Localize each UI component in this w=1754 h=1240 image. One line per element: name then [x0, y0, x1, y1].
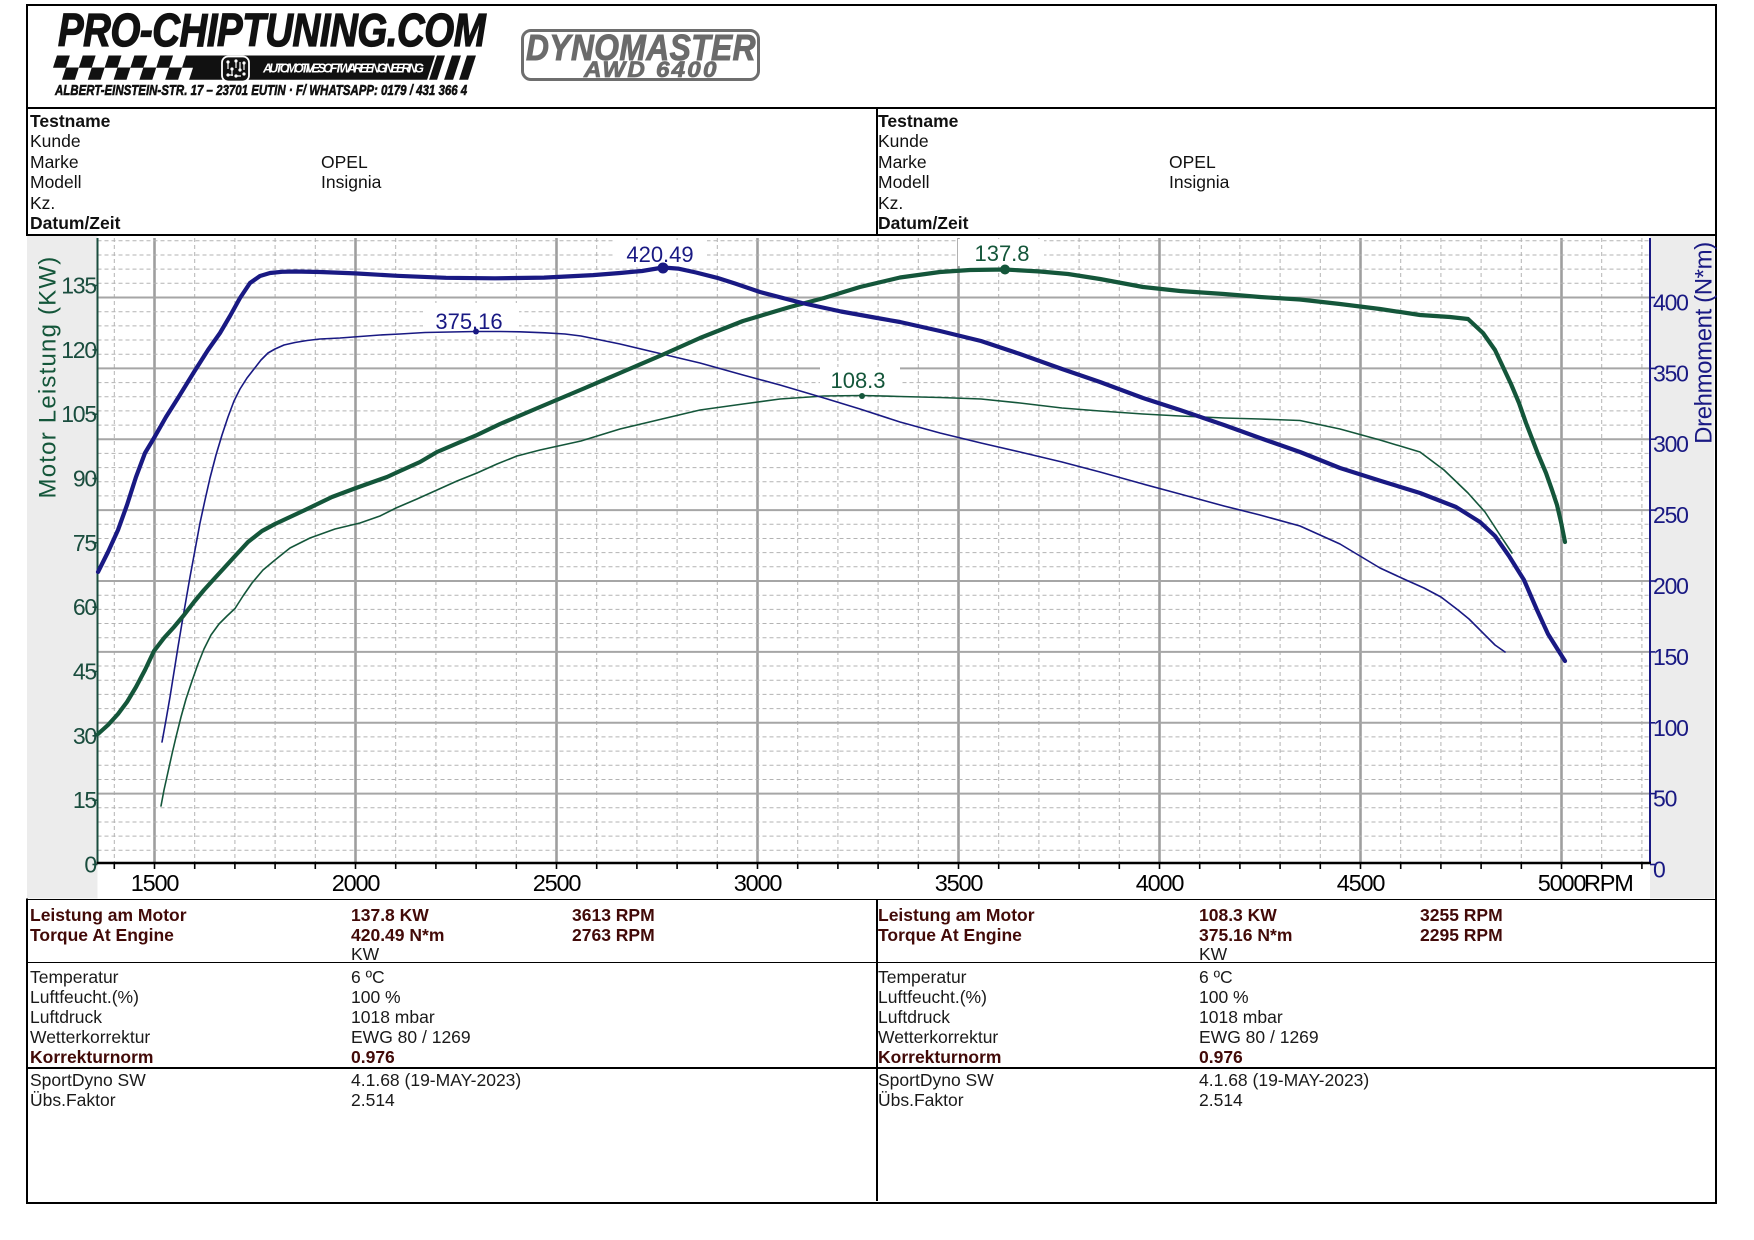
svg-text:135: 135	[61, 273, 96, 299]
svg-text:1500: 1500	[131, 870, 180, 896]
svg-text:120: 120	[61, 337, 96, 363]
svg-text:4500: 4500	[1337, 870, 1386, 896]
svg-text:375.16: 375.16	[435, 309, 502, 334]
svg-text:137.8: 137.8	[974, 241, 1029, 266]
svg-text:300: 300	[1653, 431, 1688, 457]
svg-text:0: 0	[84, 852, 96, 878]
svg-text:45: 45	[73, 659, 97, 685]
svg-text:30: 30	[73, 723, 97, 749]
svg-text:100: 100	[1653, 715, 1688, 741]
svg-text:Motor Leistung (KW): Motor Leistung (KW)	[35, 256, 62, 499]
svg-text:420.49: 420.49	[626, 242, 693, 267]
svg-text:250: 250	[1653, 502, 1688, 528]
svg-text:200: 200	[1653, 573, 1688, 599]
svg-text:150: 150	[1653, 644, 1688, 670]
svg-text:2500: 2500	[533, 870, 582, 896]
svg-text:2000: 2000	[332, 870, 381, 896]
svg-text:AUTOMOTIVE SOFTWARE ENGINEERIN: AUTOMOTIVE SOFTWARE ENGINEERING	[262, 62, 424, 76]
svg-text:350: 350	[1653, 360, 1688, 386]
svg-text:50: 50	[1653, 786, 1677, 812]
svg-text:90: 90	[73, 466, 97, 492]
svg-text:RPM: RPM	[1584, 870, 1633, 896]
svg-text:3500: 3500	[935, 870, 984, 896]
svg-text:0: 0	[1653, 857, 1665, 883]
svg-text:400: 400	[1653, 290, 1688, 316]
svg-text:75: 75	[73, 530, 97, 556]
svg-text:3000: 3000	[734, 870, 783, 896]
svg-text:4000: 4000	[1136, 870, 1185, 896]
svg-text:Drehmoment (N*m): Drehmoment (N*m)	[1691, 242, 1718, 444]
svg-text:105: 105	[61, 401, 96, 427]
svg-text:108.3: 108.3	[830, 368, 885, 393]
svg-text:60: 60	[73, 594, 97, 620]
svg-text:15: 15	[73, 787, 97, 813]
svg-text:5000: 5000	[1538, 870, 1587, 896]
